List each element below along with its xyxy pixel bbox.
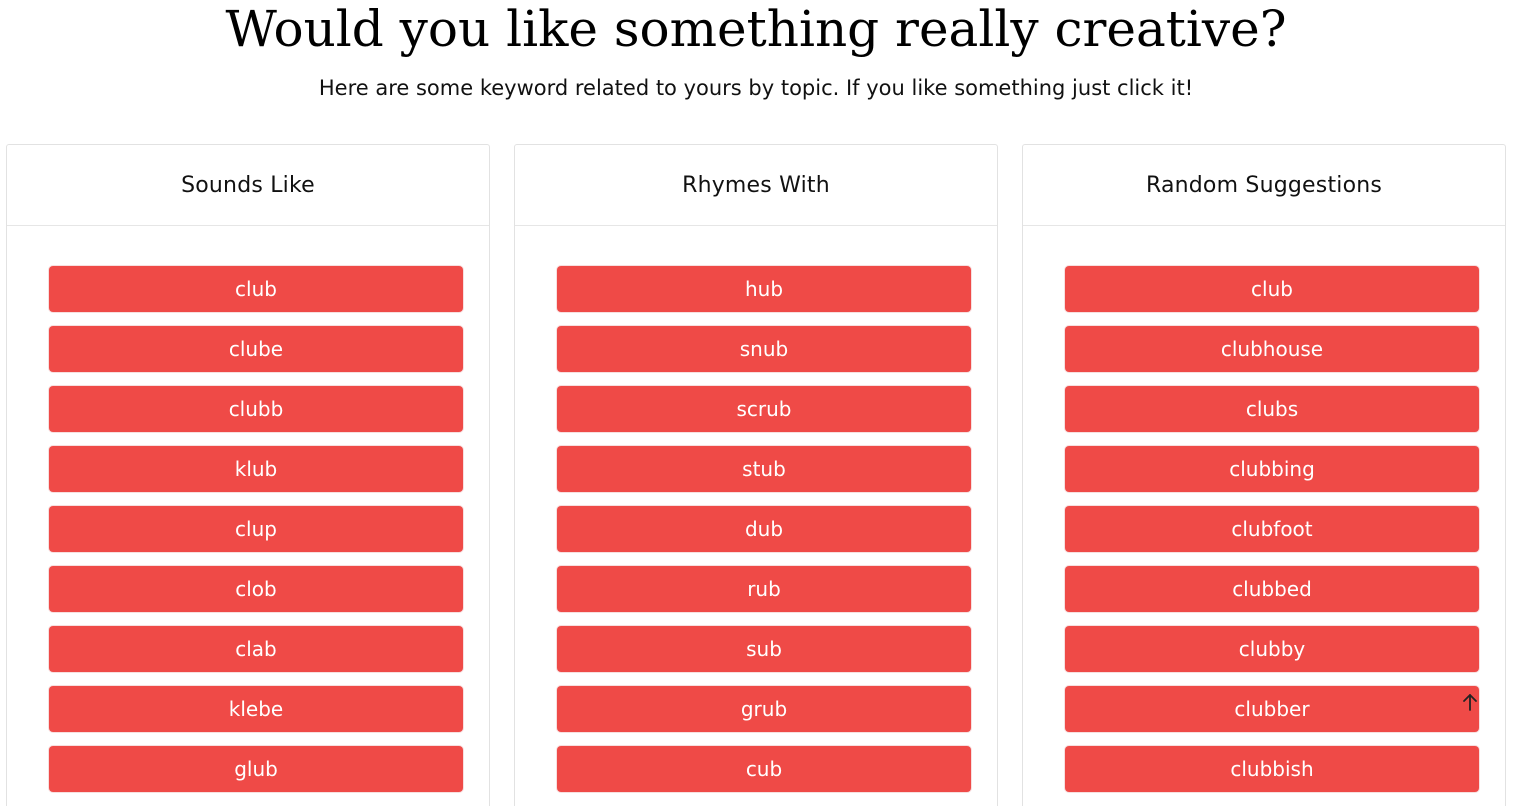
keyword-button[interactable]: clubb — [49, 386, 463, 432]
page-subtitle: Here are some keyword related to yours b… — [318, 76, 1194, 100]
card-header: Random Suggestions — [1023, 145, 1505, 226]
keyword-button[interactable]: clubby — [1065, 626, 1479, 672]
page-title: Would you like something really creative… — [225, 0, 1287, 58]
card-title: Rhymes With — [682, 172, 830, 198]
keyword-button[interactable]: scrub — [557, 386, 971, 432]
sounds-like-card: Sounds Like club clube clubb klub clup c… — [6, 144, 490, 806]
keyword-button[interactable]: clube — [49, 326, 463, 372]
random-suggestions-card: Random Suggestions club clubhouse clubs … — [1022, 144, 1506, 806]
card-header: Rhymes With — [515, 145, 997, 226]
keyword-button[interactable]: hub — [557, 266, 971, 312]
keyword-button[interactable]: club — [49, 266, 463, 312]
keyword-button[interactable]: clubbish — [1065, 746, 1479, 792]
keyword-button[interactable]: klub — [49, 446, 463, 492]
keyword-list: club clubhouse clubs clubbing clubfoot c… — [1065, 266, 1479, 806]
keyword-button[interactable]: stub — [557, 446, 971, 492]
keyword-button[interactable]: dub — [557, 506, 971, 552]
keyword-button[interactable]: sub — [557, 626, 971, 672]
rhymes-with-card: Rhymes With hub snub scrub stub dub rub … — [514, 144, 998, 806]
keyword-button[interactable]: glub — [49, 746, 463, 792]
keyword-button[interactable]: klebe — [49, 686, 463, 732]
keyword-button[interactable]: clup — [49, 506, 463, 552]
keyword-button[interactable]: clab — [49, 626, 463, 672]
keyword-button[interactable]: clob — [49, 566, 463, 612]
arrow-up-icon[interactable] — [1458, 690, 1482, 714]
keyword-button[interactable]: cub — [557, 746, 971, 792]
keyword-button[interactable]: snub — [557, 326, 971, 372]
keyword-list: hub snub scrub stub dub rub sub grub cub — [557, 266, 971, 806]
keyword-list: club clube clubb klub clup clob clab kle… — [49, 266, 463, 806]
keyword-button[interactable]: clubfoot — [1065, 506, 1479, 552]
keyword-button[interactable]: clubber — [1065, 686, 1479, 732]
keyword-button[interactable]: grub — [557, 686, 971, 732]
card-title: Sounds Like — [181, 172, 315, 198]
keyword-button[interactable]: club — [1065, 266, 1479, 312]
card-title: Random Suggestions — [1145, 172, 1383, 198]
keyword-button[interactable]: rub — [557, 566, 971, 612]
card-header: Sounds Like — [7, 145, 489, 226]
keyword-button[interactable]: clubbed — [1065, 566, 1479, 612]
keyword-button[interactable]: clubs — [1065, 386, 1479, 432]
keyword-button[interactable]: clubbing — [1065, 446, 1479, 492]
keyword-button[interactable]: clubhouse — [1065, 326, 1479, 372]
